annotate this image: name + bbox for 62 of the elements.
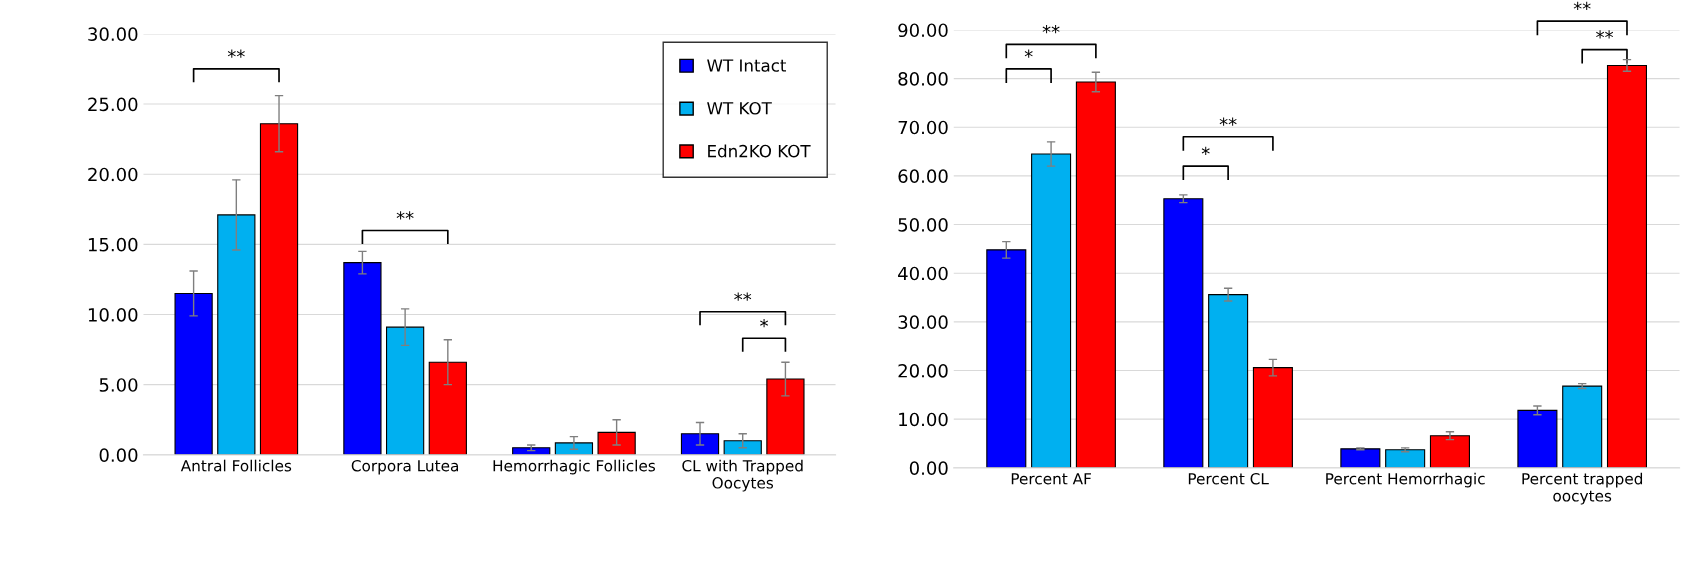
x-tick-label: Hemorrhagic Follicles [493, 459, 656, 475]
bar [217, 214, 256, 455]
bar [174, 292, 213, 455]
legend-label: WT KOT [707, 101, 772, 115]
bar [428, 361, 467, 455]
bar [1075, 81, 1116, 468]
y-tick-label: 20.00 [898, 363, 948, 378]
y-tick-label: 25.00 [88, 97, 138, 112]
annotation: ** [227, 49, 245, 58]
y-tick-label: 30.00 [88, 27, 138, 42]
y-tick-label: 50.00 [898, 218, 948, 232]
y-tick-label: 10.00 [899, 412, 948, 427]
y-tick-label: 30.00 [898, 315, 948, 329]
text: ** [1573, 1, 1591, 11]
bar [680, 433, 720, 455]
x-tick-label: Corpora Lutea [351, 459, 458, 475]
bar [385, 326, 425, 455]
bar [1517, 409, 1558, 468]
y-tick-label: 90.00 [898, 23, 948, 38]
bar [1340, 448, 1381, 468]
bar [1031, 153, 1072, 468]
bar [1385, 449, 1426, 468]
bar [343, 262, 382, 455]
bar [1606, 64, 1648, 468]
y-tick-label: 10.00 [88, 307, 138, 322]
bar [259, 123, 299, 455]
x-tick-label: Antral Follicles [180, 459, 292, 472]
bar [1252, 367, 1293, 468]
y-tick-label: 60.00 [898, 169, 948, 184]
bar [1163, 198, 1204, 468]
bar [1562, 385, 1603, 468]
x-tick-label: Percent CL [1188, 472, 1269, 485]
annotation: ** [396, 211, 414, 220]
annotation: ** [1042, 25, 1060, 34]
annotation: ** [734, 292, 752, 301]
y-tick-label: 40.00 [898, 266, 948, 281]
y-tick-label: 0.00 [99, 448, 138, 462]
y-tick-label: 15.00 [88, 237, 138, 252]
bar [554, 442, 594, 455]
bar [512, 447, 551, 455]
x-tick-label: Percent AF [1011, 473, 1091, 485]
x-tick-label: Percent trapped oocytes [1522, 472, 1643, 505]
bar [1429, 435, 1470, 468]
bar [597, 431, 636, 455]
x-tick-label: CL with Trapped Oocytes [682, 459, 803, 492]
annotation: * [760, 318, 769, 328]
y-tick-label: 0.00 [909, 461, 948, 475]
y-tick-label: 70.00 [898, 120, 948, 135]
annotation: ** [1596, 30, 1614, 39]
y-tick-label: 5.00 [99, 378, 138, 392]
annotation: * [1201, 146, 1210, 156]
bar [986, 249, 1027, 468]
bar [723, 440, 762, 455]
bar [766, 378, 805, 455]
annotation: ** [1219, 117, 1237, 126]
x-tick-label: Percent Hemorrhagic [1326, 472, 1485, 488]
y-tick-label: 20.00 [88, 167, 138, 182]
legend-label: Edn2KO KOT [708, 144, 811, 158]
y-tick-label: 80.00 [898, 72, 948, 86]
legend-label: WT Intact [707, 59, 787, 72]
bar [1208, 294, 1249, 468]
annotation: * [1024, 49, 1033, 58]
